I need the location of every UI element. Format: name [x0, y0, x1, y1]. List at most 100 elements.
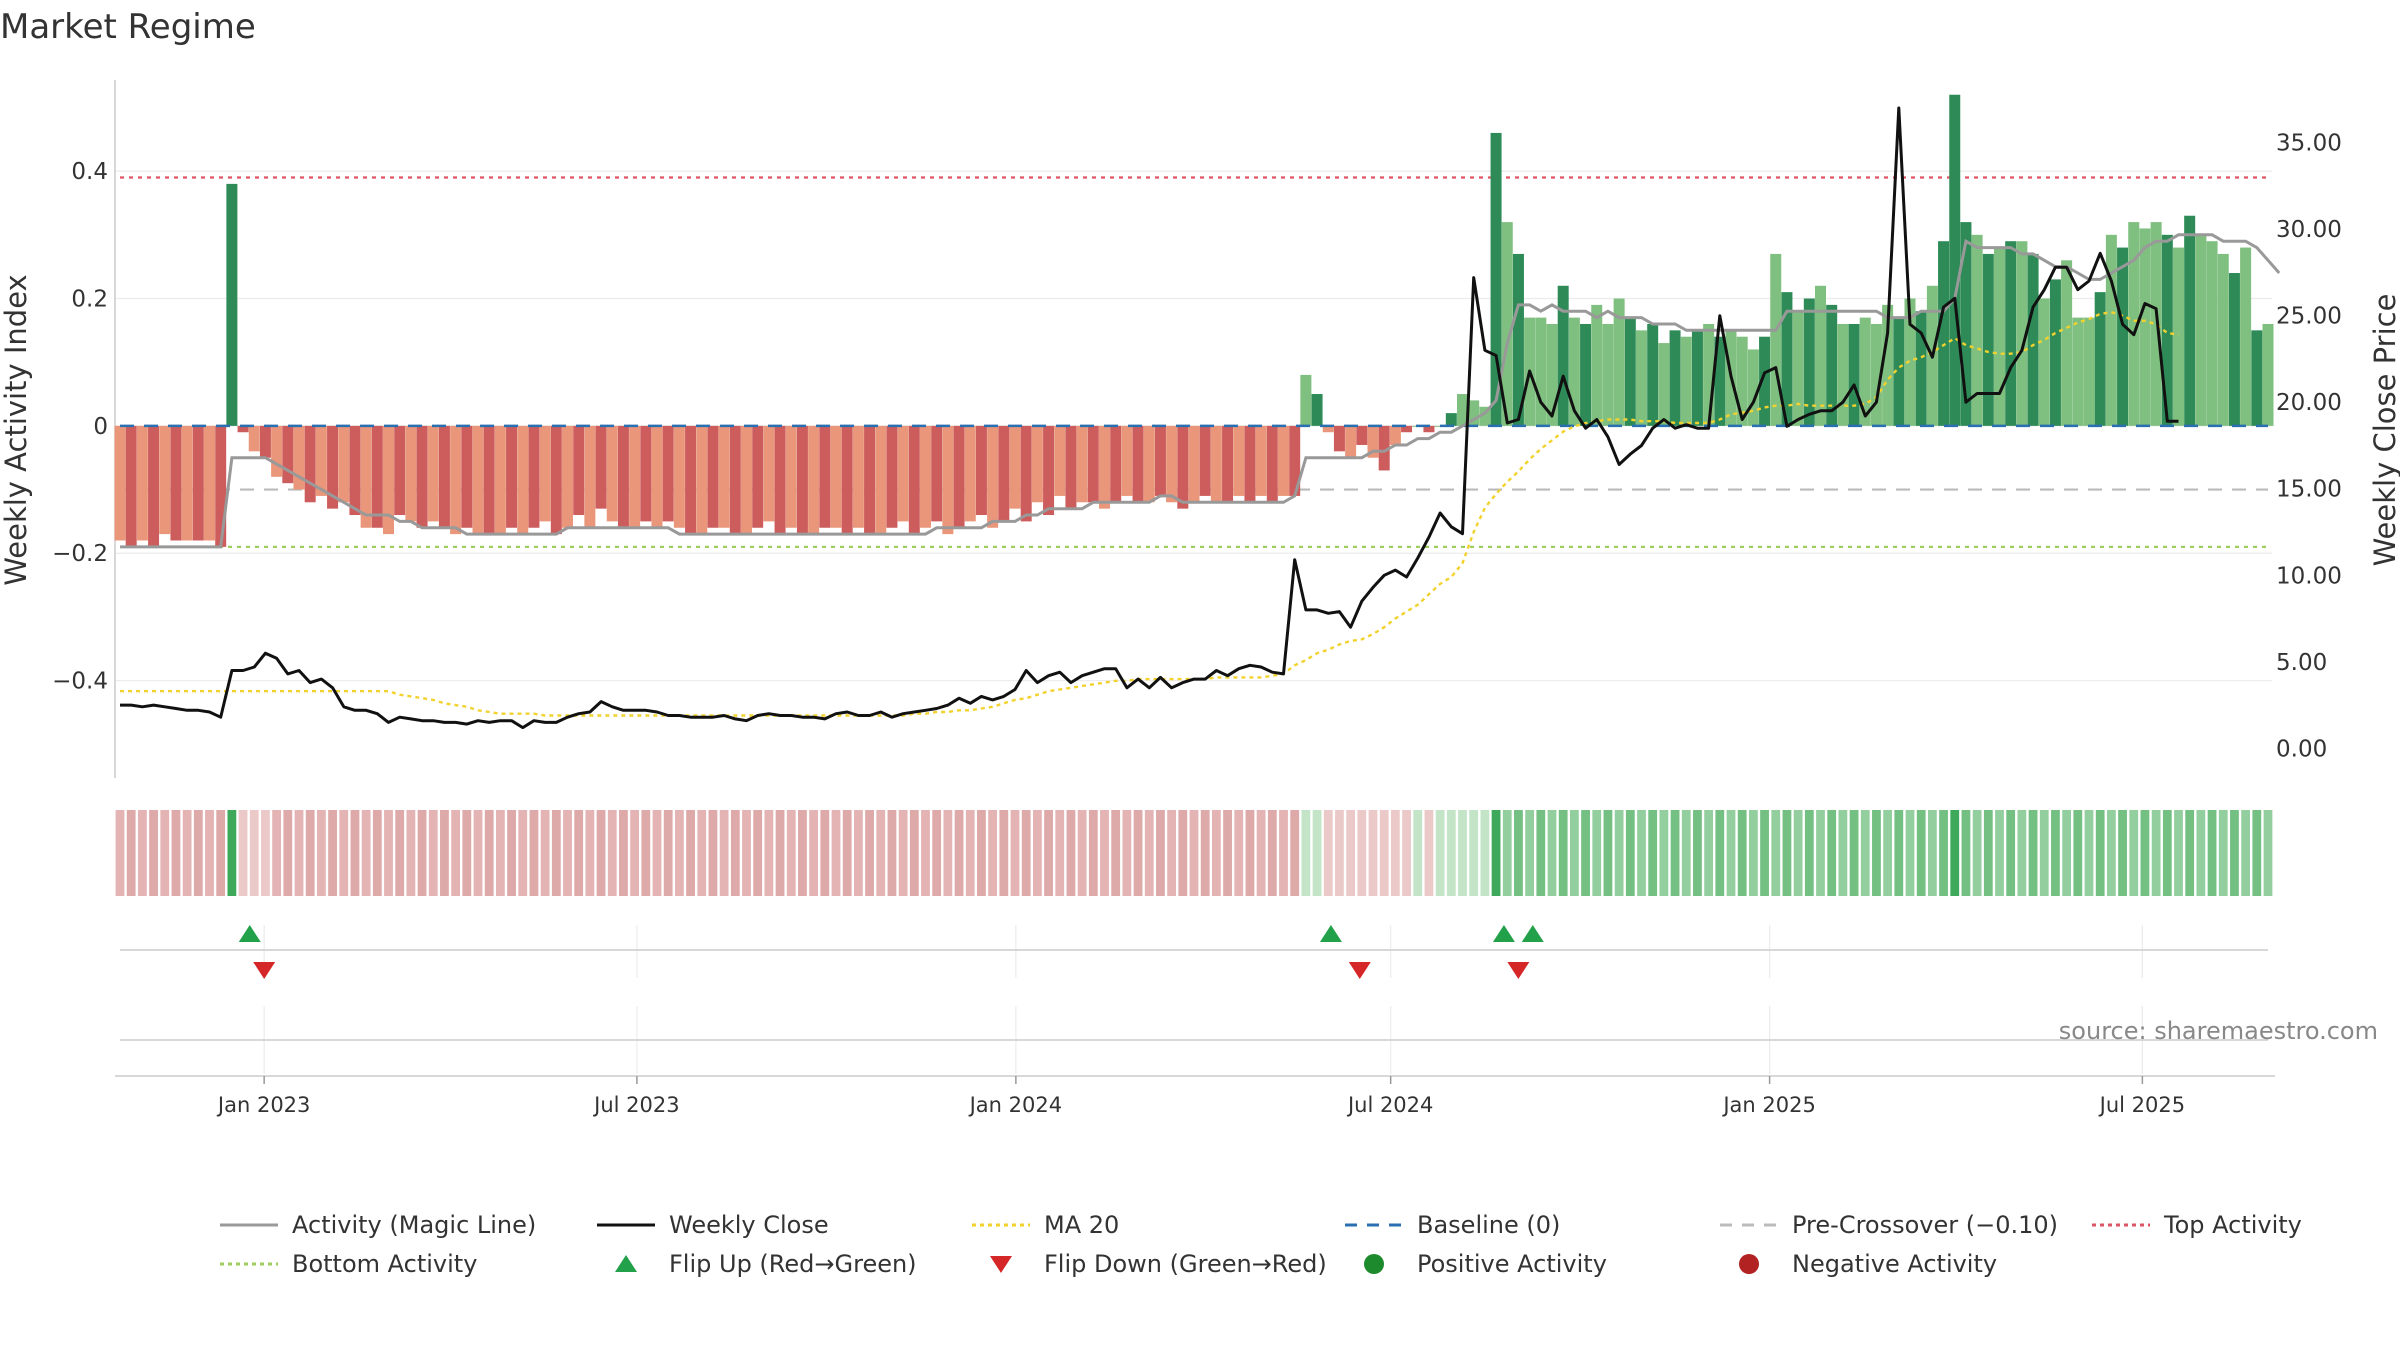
regime-cell: [641, 810, 651, 896]
regime-cell: [2218, 810, 2228, 896]
source-label: source: sharemaestro.com: [2059, 1017, 2378, 1045]
legend-label: Weekly Close: [669, 1211, 829, 1239]
y-right-tick-label: 10.00: [2276, 563, 2342, 589]
regime-cell: [1491, 810, 1501, 896]
activity-bar: [2027, 253, 2039, 426]
x-tick-label: Jul 2024: [1346, 1093, 1433, 1117]
activity-bar: [1759, 336, 1771, 426]
regime-cell: [563, 810, 572, 896]
regime-cell: [149, 810, 158, 896]
activity-bar: [2173, 247, 2184, 426]
activity-bar: [1289, 425, 1301, 496]
regime-cell: [988, 810, 998, 896]
activity-bar: [517, 425, 529, 535]
regime-cell: [1446, 810, 1456, 896]
activity-bar: [1401, 425, 1413, 433]
activity-bar: [1423, 425, 1435, 433]
activity-bar: [2217, 253, 2229, 426]
activity-bar: [1043, 425, 1055, 516]
regime-cell: [954, 810, 964, 896]
regime-cell: [1760, 810, 1769, 896]
activity-bar: [1121, 425, 1133, 496]
regime-cell: [440, 810, 449, 896]
regime-cell: [1111, 810, 1121, 896]
regime-cell: [1916, 810, 1926, 896]
activity-bar: [562, 425, 573, 528]
regime-cell: [1659, 810, 1669, 896]
activity-bar: [550, 425, 562, 535]
regime-cell: [1413, 810, 1423, 896]
activity-bar: [1703, 323, 1715, 426]
flip-up-marker: [1492, 925, 1515, 942]
regime-cell: [742, 810, 751, 896]
regime-cell: [1905, 810, 1915, 896]
regime-cell: [1849, 810, 1859, 896]
activity-bar: [237, 425, 249, 433]
activity-bar: [1389, 425, 1401, 445]
regime-cell: [1368, 810, 1378, 896]
regime-cell: [2207, 810, 2217, 896]
regime-cell: [227, 810, 237, 896]
regime-cell: [775, 810, 785, 896]
regime-cell: [764, 810, 774, 896]
activity-bar: [450, 425, 462, 535]
activity-bar: [1199, 425, 1211, 496]
activity-bar: [1154, 425, 1166, 496]
regime-cell: [798, 810, 807, 896]
activity-bar: [2240, 247, 2252, 426]
regime-cell: [2039, 810, 2049, 896]
activity-bar: [2128, 222, 2140, 426]
activity-bar: [1356, 425, 1368, 445]
activity-bar: [371, 425, 383, 528]
activity-bar: [1177, 425, 1189, 509]
regime-cell: [1715, 810, 1725, 896]
regime-cell: [1704, 810, 1714, 896]
regime-cell: [1693, 810, 1702, 896]
activity-bar: [852, 425, 864, 528]
regime-cell: [1883, 810, 1893, 896]
activity-bar: [886, 425, 898, 528]
regime-cell: [999, 810, 1009, 896]
activity-bar: [192, 425, 204, 541]
legend-item: Negative Activity: [1739, 1250, 1997, 1278]
regime-cell: [1323, 810, 1333, 896]
activity-bar: [629, 425, 641, 528]
activity-bar: [2262, 323, 2274, 426]
activity-bar: [494, 425, 506, 535]
legend-label: Negative Activity: [1792, 1250, 1997, 1278]
regime-cell: [753, 810, 763, 896]
y-left-tick-label: −0.4: [52, 669, 108, 695]
regime-cell: [1558, 810, 1568, 896]
regime-cell: [1335, 810, 1344, 896]
flip-markers: [238, 925, 1544, 979]
regime-cell: [1525, 810, 1535, 896]
regime-cell: [406, 810, 416, 896]
activity-bar: [1859, 317, 1871, 426]
flip-up-marker: [1521, 925, 1544, 942]
regime-cell: [1390, 810, 1400, 896]
dot-panel: source: sharemaestro.com: [120, 1006, 2378, 1074]
activity-bar: [1747, 349, 1759, 426]
regime-cell: [2051, 810, 2060, 896]
activity-bar: [1557, 285, 1569, 426]
flip-down-marker: [1507, 962, 1530, 979]
regime-cell: [809, 810, 819, 896]
regime-cell: [1536, 810, 1546, 896]
regime-cell: [2174, 810, 2183, 896]
regime-cell: [887, 810, 897, 896]
activity-bar: [2251, 330, 2263, 426]
regime-cell: [205, 810, 214, 896]
activity-bar: [718, 425, 730, 528]
regime-cell: [1872, 810, 1881, 896]
activity-bar: [819, 425, 831, 528]
activity-bar: [897, 425, 909, 522]
activity-bar: [1457, 394, 1468, 426]
activity-bar: [662, 425, 674, 522]
regime-cell: [361, 810, 371, 896]
regime-cell: [630, 810, 640, 896]
legend-label: Bottom Activity: [292, 1250, 477, 1278]
activity-bar: [1568, 317, 1580, 426]
activity-bar: [841, 425, 853, 535]
regime-cell: [1122, 810, 1132, 896]
regime-cell: [1290, 810, 1300, 896]
